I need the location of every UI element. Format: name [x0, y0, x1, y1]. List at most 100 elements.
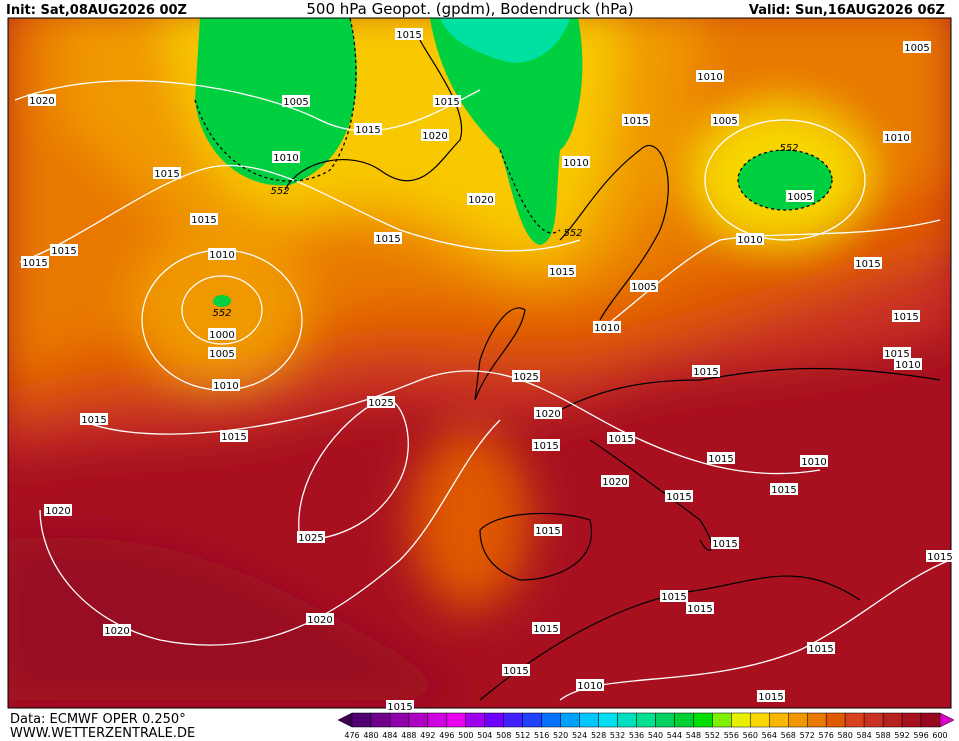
- colorbar-label: 524: [572, 731, 587, 740]
- colorbar-label: 540: [648, 731, 663, 740]
- isobar-label-box: [208, 248, 236, 260]
- isobar-label: 1005: [787, 192, 812, 203]
- colorbar-box: [731, 712, 751, 728]
- colorbar-box: [598, 712, 618, 728]
- colorbar-label: 512: [515, 731, 530, 740]
- isobar-label: 1015: [884, 349, 909, 360]
- isobar-label: 1005: [209, 349, 234, 360]
- isobar-label: 1010: [884, 133, 909, 144]
- isobar-label-box: [548, 265, 576, 277]
- isobar-label: 1010: [594, 323, 619, 334]
- colorbar-box: [484, 712, 504, 728]
- isobar-label: 1015: [535, 526, 560, 537]
- colorbar-box: [617, 712, 637, 728]
- isobar-label-box: [367, 396, 395, 408]
- colorbar-box: [806, 712, 827, 728]
- colorbar-label: 600: [932, 731, 947, 740]
- colorbar-box: [351, 712, 372, 728]
- isobar-label-box: [354, 123, 382, 135]
- colorbar-label: 488: [401, 731, 416, 740]
- colorbar-label: 588: [875, 731, 890, 740]
- isobar-label: 1015: [661, 592, 686, 603]
- isobar-label-box: [711, 114, 739, 126]
- map-frame: [7, 17, 952, 709]
- colorbar-box: [408, 712, 429, 728]
- isobar-label: 1015: [808, 644, 833, 655]
- geopotential-label: 552: [212, 308, 231, 319]
- isobar-label: 1020: [602, 477, 627, 488]
- geopotential-label: 552: [563, 228, 582, 239]
- valid-time: Valid: Sun,16AUG2026 06Z: [749, 3, 945, 18]
- isobar-label-box: [807, 642, 835, 654]
- isobar-label: 1015: [503, 666, 528, 677]
- isobar-label-box: [892, 310, 920, 322]
- isobar-label: 1000: [209, 330, 234, 341]
- colorbar-label: 592: [894, 731, 909, 740]
- colorbar-label: 476: [344, 731, 359, 740]
- website: WWW.WETTERZENTRALE.DE: [10, 726, 195, 741]
- isobar-label: 1015: [51, 246, 76, 257]
- isobar-label-box: [711, 537, 739, 549]
- isobar-label: 1015: [387, 702, 412, 713]
- isobar-label-box: [297, 531, 325, 543]
- colorbar-label: 528: [591, 731, 606, 740]
- isobar-label-box: [903, 41, 931, 53]
- isobar-label-box: [854, 257, 882, 269]
- isobar-label: 1015: [549, 267, 574, 278]
- isobar-label-box: [736, 233, 764, 245]
- isobar-label: 1015: [623, 116, 648, 127]
- colorbar-label: 572: [800, 731, 815, 740]
- isobar-label: 1015: [708, 454, 733, 465]
- isobar-label: 1015: [758, 692, 783, 703]
- colorbar-end-low: [337, 712, 353, 728]
- colorbar-label: 492: [420, 731, 435, 740]
- isobar-label-box: [894, 358, 922, 370]
- colorbar-box: [901, 712, 922, 728]
- colorbar-label: 516: [534, 731, 549, 740]
- isobar-label: 1020: [29, 96, 54, 107]
- isobar-label: 1005: [904, 43, 929, 54]
- isobar-label: 1020: [307, 615, 332, 626]
- isobar-label: 1015: [855, 259, 880, 270]
- isobar-label-box: [593, 321, 621, 333]
- isobar-label: 1015: [81, 415, 106, 426]
- isobar-label: 1015: [154, 169, 179, 180]
- colorbar-box: [389, 712, 410, 728]
- isobar-label: 1015: [666, 492, 691, 503]
- colorbar-box: [370, 712, 391, 728]
- colorbar-box: [863, 712, 884, 728]
- isobar-label-box: [421, 129, 449, 141]
- isobar-label: 1020: [535, 409, 560, 420]
- isobar-label-box: [534, 524, 562, 536]
- colorbar-label: 484: [382, 731, 397, 740]
- isobar-label-box: [467, 193, 495, 205]
- isobar-label: 1015: [355, 125, 380, 136]
- isobar-label: 1020: [104, 626, 129, 637]
- colorbar-label: 508: [496, 731, 511, 740]
- colorbar-box: [750, 712, 770, 728]
- isobar-label: 1025: [298, 533, 323, 544]
- colorbar-box: [844, 712, 865, 728]
- map-title: 500 hPa Geopot. (gpdm), Bodendruck (hPa): [306, 0, 633, 18]
- isobar-label: 1010: [801, 457, 826, 468]
- isobar-label-box: [306, 613, 334, 625]
- isobar-label: 1005: [283, 97, 308, 108]
- isobar-label-box: [532, 622, 560, 634]
- isobar-label-box: [80, 413, 108, 425]
- isobar-label-box: [607, 432, 635, 444]
- isobar-label: 1015: [771, 485, 796, 496]
- isobar-label-box: [883, 347, 911, 359]
- isobar-label: 1005: [712, 116, 737, 127]
- colorbar-box: [579, 712, 599, 728]
- colorbar-label: 504: [477, 731, 492, 740]
- isobar-label: 1020: [45, 506, 70, 517]
- colorbar-box: [541, 712, 561, 728]
- isobar-label-box: [374, 232, 402, 244]
- colorbar-box: [465, 712, 486, 728]
- isobar-label-box: [926, 550, 954, 562]
- isobar-label-box: [44, 504, 72, 516]
- colorbar-label: 496: [439, 731, 454, 740]
- colorbar-box: [560, 712, 580, 728]
- isobar-label-box: [220, 430, 248, 442]
- colorbar-box: [712, 712, 732, 728]
